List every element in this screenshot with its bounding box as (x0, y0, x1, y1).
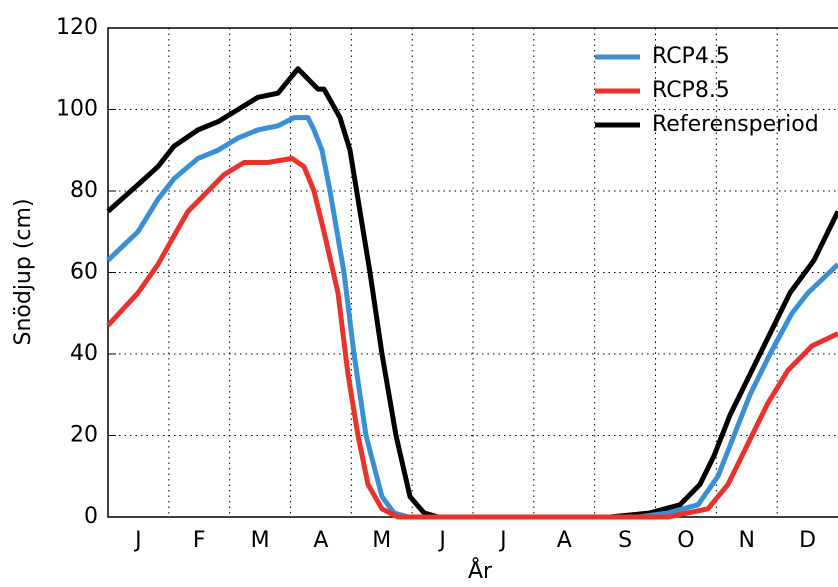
x-tick-label: D (799, 528, 816, 553)
y-tick-label: 0 (84, 504, 98, 529)
series-line (106, 155, 838, 520)
x-tick-label: J (133, 528, 142, 553)
x-tick-label: F (193, 528, 206, 553)
x-tick-label: M (251, 528, 270, 553)
y-axis-label: Snödjup (cm) (11, 198, 36, 345)
x-tick-label: A (313, 528, 328, 553)
x-tick-label: M (372, 528, 391, 553)
x-tick-label: N (739, 528, 755, 553)
x-tick-label: J (437, 528, 446, 553)
y-tick-label: 80 (70, 178, 98, 203)
x-tick-label: J (498, 528, 507, 553)
y-tick-label: 100 (56, 97, 98, 122)
legend-label: RCP4.5 (652, 44, 730, 69)
y-tick-label: 20 (70, 423, 98, 448)
y-tick-label: 120 (56, 15, 98, 40)
x-axis-label: År (468, 557, 493, 584)
legend-label: RCP8.5 (652, 78, 730, 103)
y-tick-label: 40 (70, 341, 98, 366)
series-line (106, 66, 838, 520)
y-tick-label: 60 (70, 260, 98, 285)
x-tick-label: S (618, 528, 632, 553)
x-tick-label: O (677, 528, 694, 553)
series-line (106, 115, 838, 520)
x-tick-label: A (557, 528, 572, 553)
legend-label: Referensperiod (652, 112, 819, 137)
